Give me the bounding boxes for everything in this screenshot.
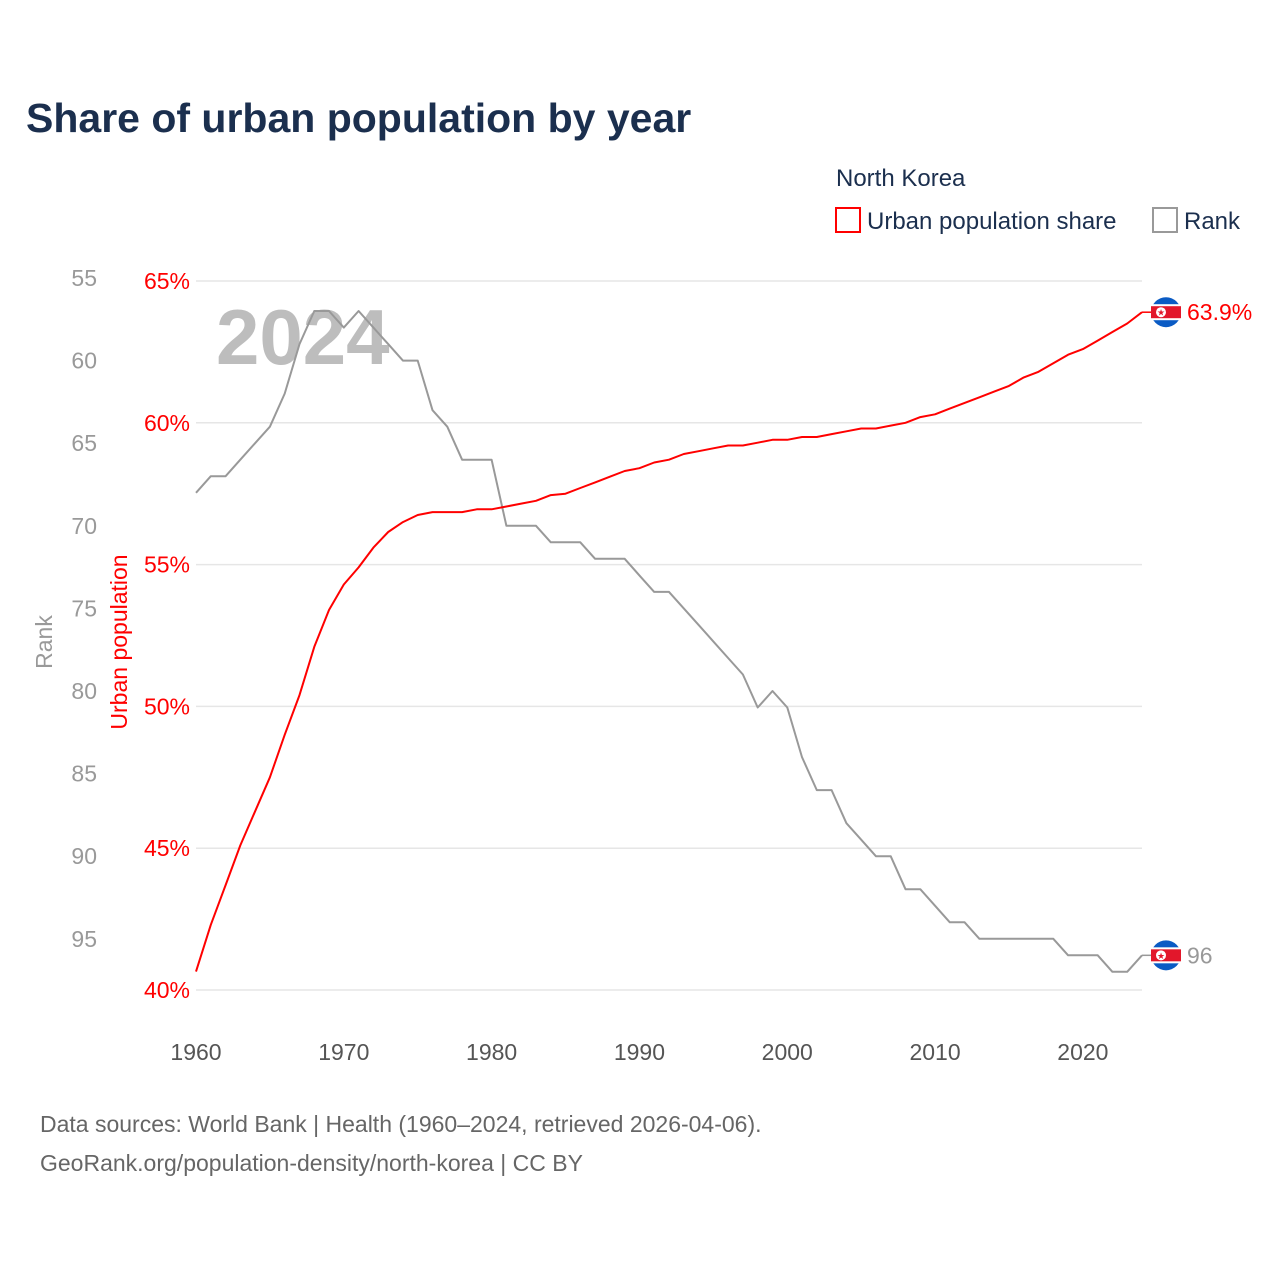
series-line-urban — [195, 311, 1143, 972]
end-value-label: 96 — [1187, 942, 1213, 968]
rank-axis-label: Rank — [31, 615, 57, 669]
pct-axis: 40% 45% 50% 55% 60% 65% — [144, 268, 190, 1003]
x-tick-label: 1960 — [170, 1039, 221, 1065]
rank-tick-label: 55 — [71, 265, 97, 291]
rank-tick-label: 65 — [71, 430, 97, 456]
pct-axis-label: Urban population — [106, 554, 132, 729]
x-tick-label: 1970 — [318, 1039, 369, 1065]
series-lines — [195, 310, 1143, 973]
series-end-markers: ★ 96 ★ 63.9% — [1142, 297, 1252, 971]
rank-axis: 55 60 65 70 75 80 85 90 95 — [71, 265, 97, 952]
x-tick-label: 2020 — [1057, 1039, 1108, 1065]
chart-title: Share of urban population by year — [26, 95, 691, 141]
svg-text:★: ★ — [1157, 308, 1165, 318]
gridlines — [196, 280, 1142, 991]
footer-link[interactable]: GeoRank.org/population-density/north-kor… — [40, 1150, 583, 1176]
legend-item-urban[interactable]: Urban population share — [835, 207, 1117, 235]
pct-tick-label: 55% — [144, 552, 190, 578]
rank-tick-label: 70 — [71, 513, 97, 539]
svg-text:★: ★ — [1157, 951, 1165, 961]
legend-swatch-urban — [835, 207, 861, 233]
rank-tick-label: 90 — [71, 843, 97, 869]
x-tick-label: 2000 — [762, 1039, 813, 1065]
x-axis: 1960 1970 1980 1990 2000 2010 2020 — [170, 1039, 1108, 1065]
pct-tick-label: 60% — [144, 410, 190, 436]
pct-tick-label: 45% — [144, 835, 190, 861]
rank-tick-label: 60 — [71, 348, 97, 374]
north-korea-flag-icon: ★ — [1142, 297, 1181, 328]
rank-tick-label: 95 — [71, 926, 97, 952]
rank-tick-label: 85 — [71, 761, 97, 787]
pct-tick-label: 50% — [144, 693, 190, 719]
rank-tick-label: 80 — [71, 678, 97, 704]
legend: North Korea Urban population share Rank — [835, 165, 1241, 235]
legend-label-rank: Rank — [1184, 208, 1241, 235]
footer-source: Data sources: World Bank | Health (1960–… — [40, 1111, 762, 1137]
x-tick-label: 1990 — [614, 1039, 665, 1065]
pct-tick-label: 40% — [144, 977, 190, 1003]
series-line-rank — [195, 310, 1143, 973]
legend-swatch-rank — [1152, 207, 1178, 233]
end-value-label: 63.9% — [1187, 299, 1252, 325]
legend-label-urban: Urban population share — [867, 208, 1117, 235]
north-korea-flag-icon: ★ — [1142, 940, 1181, 971]
x-tick-label: 2010 — [909, 1039, 960, 1065]
legend-item-rank[interactable]: Rank — [1152, 207, 1241, 235]
rank-tick-label: 75 — [71, 595, 97, 621]
legend-title: North Korea — [836, 165, 966, 192]
x-tick-label: 1980 — [466, 1039, 517, 1065]
pct-tick-label: 65% — [144, 268, 190, 294]
